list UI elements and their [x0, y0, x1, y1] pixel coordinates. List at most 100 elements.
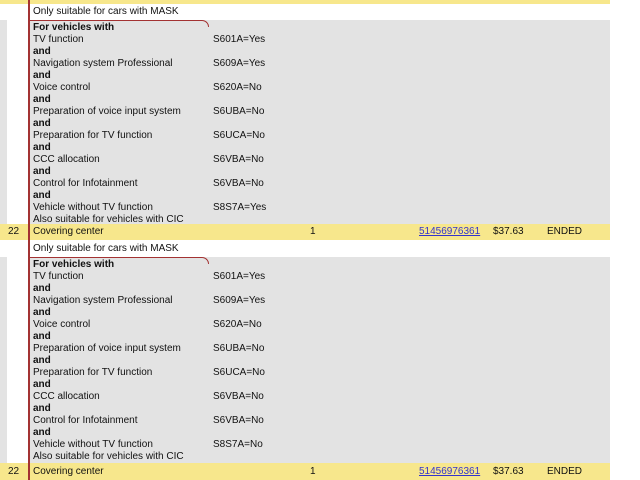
condition-label: Control for Infotainment	[33, 415, 138, 426]
condition-label: Preparation of voice input system	[33, 106, 181, 117]
condition-label: For vehicles with	[33, 259, 115, 270]
condition-line: and	[0, 307, 610, 319]
condition-label: For vehicles with	[33, 22, 115, 33]
pos-column-gutter	[7, 257, 28, 463]
condition-label: Control for Infotainment	[33, 178, 138, 189]
part-quantity: 1	[310, 466, 316, 477]
condition-line: Preparation of voice input system S6UBA=…	[0, 343, 610, 355]
condition-line: and	[0, 283, 610, 295]
part-price: $37.63	[493, 226, 524, 237]
condition-code: S6VBA=No	[213, 178, 264, 189]
condition-code: S8S7A=No	[213, 439, 263, 450]
condition-label: and	[33, 331, 51, 342]
condition-line: and	[0, 70, 610, 82]
condition-line: Also suitable for vehicles with CIC	[0, 214, 610, 226]
condition-label: and	[33, 190, 51, 201]
condition-line: Also suitable for vehicles with CIC	[0, 451, 610, 463]
condition-label: Preparation of voice input system	[33, 343, 181, 354]
part-status: ENDED	[547, 226, 583, 237]
part-row[interactable]: 22 Covering center 1 51456976361 $37.63 …	[0, 463, 610, 480]
pos-column-gutter	[7, 20, 28, 224]
note-row: Only suitable for cars with MASK	[0, 4, 610, 20]
part-number-link[interactable]: 51456976361	[419, 466, 481, 477]
condition-line: and	[0, 142, 610, 154]
condition-label: and	[33, 283, 51, 294]
condition-line: and	[0, 331, 610, 343]
condition-line: and	[0, 355, 610, 367]
condition-block: For vehicles with TV function S601A=Yes …	[0, 20, 610, 226]
condition-code: S609A=Yes	[213, 58, 266, 69]
condition-line: Preparation for TV function S6UCA=No	[0, 367, 610, 379]
part-pos: 22	[8, 226, 20, 237]
part-row[interactable]: 22 Covering center 1 51456976361 $37.63 …	[0, 224, 610, 240]
condition-line: Control for Infotainment S6VBA=No	[0, 415, 610, 427]
condition-code: S6UCA=No	[213, 367, 265, 378]
condition-line: and	[0, 403, 610, 415]
condition-code: S8S7A=Yes	[213, 202, 267, 213]
pos-column-red-rule	[28, 0, 30, 480]
condition-label: Voice control	[33, 319, 91, 330]
condition-line: Control for Infotainment S6VBA=No	[0, 178, 610, 190]
condition-line: and	[0, 427, 610, 439]
condition-label: and	[33, 307, 51, 318]
condition-label: Preparation for TV function	[33, 130, 153, 141]
condition-label: and	[33, 46, 51, 57]
condition-line: TV function S601A=Yes	[0, 34, 610, 46]
condition-code: S6VBA=No	[213, 415, 264, 426]
part-price: $37.63	[493, 466, 524, 477]
condition-code: S609A=Yes	[213, 295, 266, 306]
condition-line: CCC allocation S6VBA=No	[0, 391, 610, 403]
condition-line: TV function S601A=Yes	[0, 271, 610, 283]
condition-line: and	[0, 46, 610, 58]
condition-code: S6UCA=No	[213, 130, 265, 141]
condition-label: and	[33, 118, 51, 129]
condition-line: CCC allocation S6VBA=No	[0, 154, 610, 166]
part-description: Covering center	[33, 226, 104, 237]
condition-label: Vehicle without TV function	[33, 202, 153, 213]
part-status: ENDED	[547, 466, 583, 477]
condition-code: S6UBA=No	[213, 106, 265, 117]
condition-label: and	[33, 355, 51, 366]
condition-code: S601A=Yes	[213, 271, 266, 282]
condition-label: CCC allocation	[33, 154, 100, 165]
condition-line: For vehicles with	[0, 259, 610, 271]
condition-label: and	[33, 379, 51, 390]
condition-label: Vehicle without TV function	[33, 439, 153, 450]
condition-line: Navigation system Professional S609A=Yes	[0, 58, 610, 70]
condition-label: and	[33, 94, 51, 105]
condition-label: Navigation system Professional	[33, 58, 173, 69]
condition-code: S6VBA=No	[213, 154, 264, 165]
condition-line: Preparation of voice input system S6UBA=…	[0, 106, 610, 118]
part-quantity: 1	[310, 226, 316, 237]
part-description: Covering center	[33, 466, 104, 477]
condition-line: and	[0, 190, 610, 202]
condition-code: S6VBA=No	[213, 391, 264, 402]
condition-label: Preparation for TV function	[33, 367, 153, 378]
part-number-link[interactable]: 51456976361	[419, 226, 481, 237]
condition-label: TV function	[33, 34, 84, 45]
condition-line: and	[0, 379, 610, 391]
condition-line: Vehicle without TV function S8S7A=No	[0, 439, 610, 451]
condition-code: S6UBA=No	[213, 343, 265, 354]
condition-line: and	[0, 94, 610, 106]
condition-line: Vehicle without TV function S8S7A=Yes	[0, 202, 610, 214]
note-text: Only suitable for cars with MASK	[33, 6, 179, 17]
condition-line: Voice control S620A=No	[0, 319, 610, 331]
note-text: Only suitable for cars with MASK	[33, 243, 179, 254]
condition-code: S620A=No	[213, 319, 262, 330]
condition-label: and	[33, 142, 51, 153]
condition-code: S620A=No	[213, 82, 262, 93]
condition-label: Voice control	[33, 82, 91, 93]
condition-label: Also suitable for vehicles with CIC	[33, 451, 184, 462]
condition-label: and	[33, 166, 51, 177]
condition-block: For vehicles with TV function S601A=Yes …	[0, 257, 610, 463]
condition-line: and	[0, 118, 610, 130]
previous-row-remnant	[0, 0, 610, 4]
condition-label: Also suitable for vehicles with CIC	[33, 214, 184, 225]
condition-line: For vehicles with	[0, 22, 610, 34]
condition-label: Navigation system Professional	[33, 295, 173, 306]
condition-label: and	[33, 427, 51, 438]
condition-line: Navigation system Professional S609A=Yes	[0, 295, 610, 307]
condition-label: and	[33, 70, 51, 81]
